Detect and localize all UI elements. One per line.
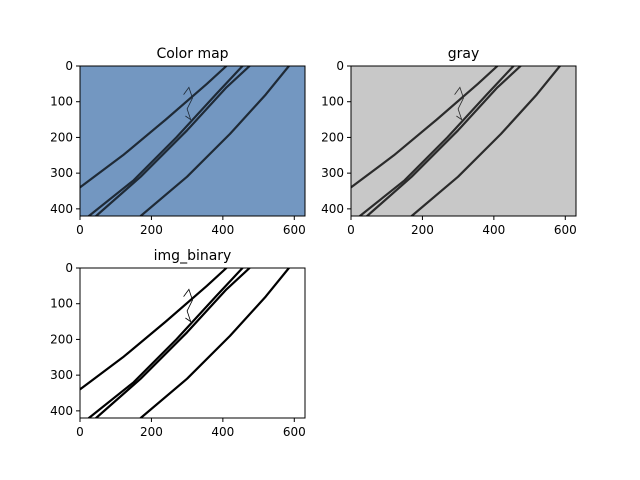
image-content <box>80 268 290 418</box>
wire-tangle <box>183 288 193 323</box>
subplot-1: 0 200 400 600 0 100 200 300 400 Color map <box>50 46 306 237</box>
wire-line-2 <box>87 66 244 216</box>
x-tick-label: 200 <box>411 223 434 237</box>
x-tick-label: 600 <box>283 223 306 237</box>
y-tick-label: 0 <box>65 59 73 73</box>
image-content <box>80 66 290 216</box>
wire-line-4 <box>410 66 562 216</box>
chart-title: img_binary <box>154 248 232 264</box>
x-tick-label: 0 <box>76 223 84 237</box>
x-tick-label: 600 <box>283 425 306 439</box>
y-tick-label: 0 <box>65 261 73 275</box>
x-tick-label: 0 <box>347 223 355 237</box>
y-tick-label: 300 <box>321 166 344 180</box>
wire-line-1 <box>80 268 228 391</box>
wire-line-1 <box>351 66 499 189</box>
x-tick-label: 0 <box>76 425 84 439</box>
wire-tangle <box>454 86 464 121</box>
subplot-3: 0 200 400 600 0 100 200 300 400 img_binary <box>50 248 306 439</box>
image-content <box>351 66 562 216</box>
y-tick-label: 400 <box>50 404 73 418</box>
y-tick-label: 400 <box>321 202 344 216</box>
wire-line-3 <box>94 66 251 216</box>
y-tick-label: 100 <box>321 95 344 109</box>
x-tick-label: 600 <box>554 223 577 237</box>
y-tick-label: 400 <box>50 202 73 216</box>
y-tick-label: 300 <box>50 166 73 180</box>
axes-frame <box>350 65 577 217</box>
chart-title: gray <box>448 46 480 62</box>
wire-line-2 <box>358 66 515 216</box>
x-tick-label: 400 <box>211 223 234 237</box>
y-tick-label: 200 <box>321 130 344 144</box>
x-tick-label: 400 <box>211 425 234 439</box>
wire-line-4 <box>139 66 290 216</box>
y-tick-label: 200 <box>50 332 73 346</box>
wire-line-1 <box>80 66 228 189</box>
y-tick-label: 300 <box>50 368 73 382</box>
wire-line-4 <box>139 268 290 418</box>
y-tick-label: 100 <box>50 95 73 109</box>
x-tick-label: 200 <box>140 425 163 439</box>
y-tick-label: 100 <box>50 297 73 311</box>
wire-tangle <box>183 86 193 121</box>
y-tick-label: 0 <box>336 59 344 73</box>
axes-frame <box>79 267 306 419</box>
chart-title: Color map <box>156 46 228 62</box>
x-tick-label: 400 <box>482 223 505 237</box>
subplots: 0 200 400 600 0 100 200 300 400 Color map 0 200 400 6… <box>50 46 577 439</box>
wire-line-2 <box>87 268 244 418</box>
subplot-2: 0 200 400 600 0 100 200 300 400 gray <box>321 46 577 237</box>
x-tick-label: 200 <box>140 223 163 237</box>
wire-line-3 <box>94 268 251 418</box>
y-tick-label: 200 <box>50 130 73 144</box>
wire-line-3 <box>366 66 522 216</box>
axes-frame <box>79 65 306 217</box>
